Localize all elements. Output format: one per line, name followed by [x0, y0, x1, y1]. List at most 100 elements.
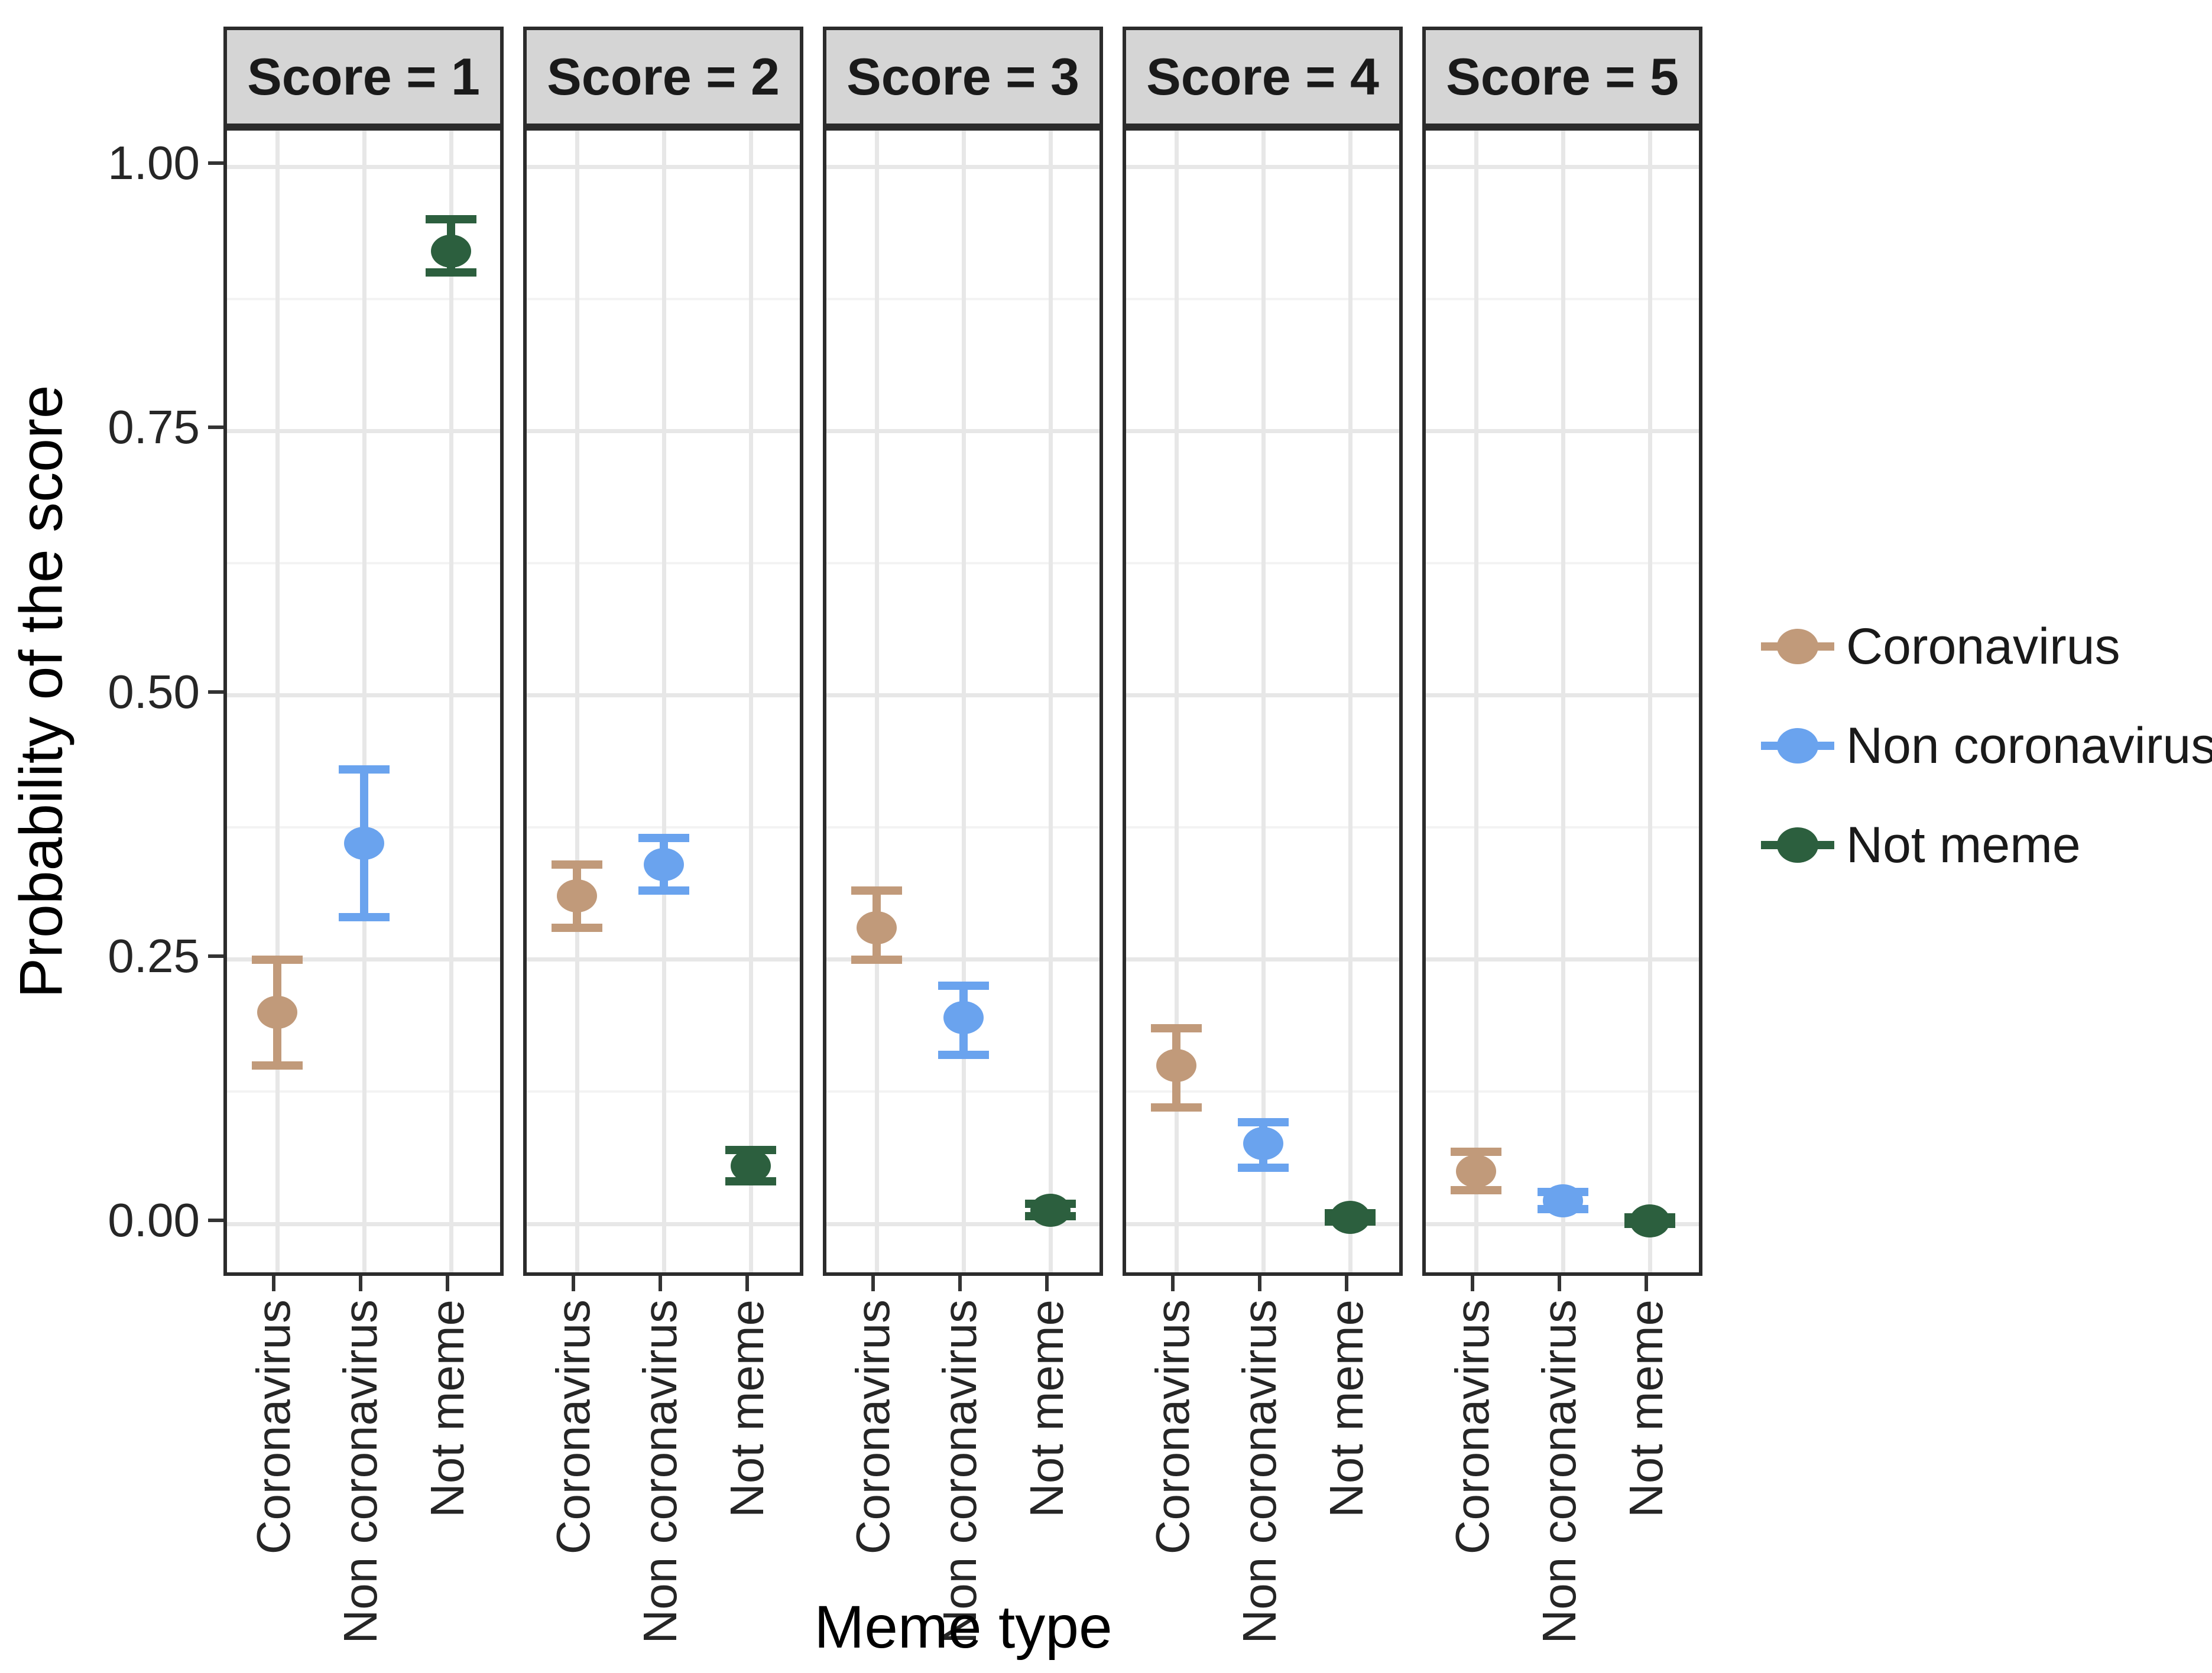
data-point: [557, 879, 598, 913]
facet-header: Score = 5: [1422, 27, 1702, 127]
gridline-v: [1048, 131, 1053, 1272]
x-tick-label: Coronavirus: [846, 1300, 900, 1555]
facet-header: Score = 3: [823, 27, 1103, 127]
y-tick: [208, 690, 223, 694]
error-bar-cap: [1238, 1164, 1289, 1172]
data-point: [344, 826, 385, 860]
x-tick-label: Not meme: [721, 1300, 774, 1518]
y-tick-label: 0.50: [108, 665, 200, 718]
facet-panel: Score = 5 Coronavirus Non coronavirus Not m…: [1422, 27, 1702, 1644]
error-bar-cap: [252, 955, 303, 964]
x-tick: [446, 1276, 450, 1291]
legend-key: [1759, 806, 1837, 884]
legend-item: Coronavirus: [1759, 597, 2212, 696]
x-tick-label: Not meme: [1320, 1300, 1373, 1518]
panel-plot: [223, 127, 504, 1276]
facet-label: Score = 5: [1446, 47, 1679, 106]
error-bar-cap: [339, 913, 390, 922]
error-bar-cap: [851, 955, 903, 964]
facet-label: Score = 3: [846, 47, 1079, 106]
error-bar-cap: [1238, 1118, 1289, 1127]
error-bar-cap: [426, 268, 477, 277]
error-bar-cap: [552, 860, 603, 869]
data-point: [1330, 1201, 1371, 1235]
x-tick-label: Not meme: [421, 1300, 474, 1518]
panel-plot: [523, 127, 803, 1276]
legend-label: Coronavirus: [1846, 618, 2120, 675]
x-tick-label: Not meme: [1620, 1300, 1673, 1518]
facet-header: Score = 2: [523, 27, 803, 127]
x-tick: [958, 1276, 962, 1291]
y-tick-label: 0.75: [108, 401, 200, 454]
legend-item: Non coronavirus: [1759, 696, 2212, 795]
x-tick: [659, 1276, 663, 1291]
error-bar-cap: [938, 982, 990, 990]
x-tick: [359, 1276, 363, 1291]
data-point: [644, 847, 685, 881]
facet-panel: Score = 4 Coronavirus Non coronavirus Not m…: [1123, 27, 1403, 1644]
y-tick-label: 1.00: [108, 137, 200, 189]
legend-label: Non coronavirus: [1846, 717, 2212, 774]
x-tick: [1258, 1276, 1262, 1291]
error-bar-cap: [1151, 1103, 1202, 1112]
data-point: [1243, 1127, 1284, 1161]
x-tick: [1171, 1276, 1175, 1291]
x-tick: [1345, 1276, 1349, 1291]
error-bar-cap: [426, 215, 477, 224]
x-tick: [1045, 1276, 1049, 1291]
data-point: [857, 911, 897, 945]
panel-plot: [823, 127, 1103, 1276]
legend: Coronavirus Non coronavirus Not meme: [1759, 597, 2212, 895]
y-tick: [208, 1219, 223, 1222]
panel-plot: [1422, 127, 1702, 1276]
legend-label: Not meme: [1846, 816, 2081, 873]
data-point: [1630, 1204, 1671, 1237]
error-bar-cap: [252, 1061, 303, 1070]
data-point: [1156, 1048, 1197, 1082]
gridline-v: [1561, 131, 1565, 1272]
error-bar-cap: [938, 1050, 990, 1059]
gridline-v: [1261, 131, 1266, 1272]
facet-header: Score = 4: [1123, 27, 1403, 127]
error-bar-cap: [552, 924, 603, 933]
y-tick: [208, 954, 223, 958]
gridline-v: [1647, 131, 1652, 1272]
gridline-v: [1348, 131, 1353, 1272]
error-bar-cap: [851, 886, 903, 895]
legend-item: Not meme: [1759, 795, 2212, 895]
gridline-v: [449, 131, 453, 1272]
x-tick: [1645, 1276, 1649, 1291]
data-point: [943, 1001, 984, 1035]
facet-panel: Score = 2 Coronavirus Non coronavirus Not m…: [523, 27, 803, 1644]
legend-key-point: [1777, 827, 1818, 863]
facet-panel: Score = 3 Coronavirus Non coronavirus Not m…: [823, 27, 1103, 1644]
gridline-v: [661, 131, 666, 1272]
error-bar-cap: [339, 765, 390, 774]
error-bar-cap: [1151, 1024, 1202, 1033]
gridline-v: [1474, 131, 1478, 1272]
error-bar-cap: [1451, 1185, 1502, 1194]
gridline-v: [1174, 131, 1179, 1272]
error-bar-cap: [638, 886, 690, 895]
x-tick: [1471, 1276, 1475, 1291]
facet-label: Score = 2: [547, 47, 780, 106]
facet-label: Score = 1: [247, 47, 480, 106]
x-tick: [871, 1276, 875, 1291]
legend-key: [1759, 608, 1837, 686]
data-point: [731, 1149, 771, 1183]
facet-panel: Score = 1 Coronavirus Non coronavirus Not m…: [223, 27, 504, 1644]
y-tick: [208, 425, 223, 430]
data-point: [431, 235, 472, 268]
legend-key-point: [1777, 629, 1818, 664]
y-tick: [208, 161, 223, 165]
error-bar-cap: [638, 834, 690, 842]
legend-key: [1759, 707, 1837, 785]
x-tick-label: Coronavirus: [247, 1300, 300, 1555]
data-point: [1030, 1193, 1071, 1227]
x-tick: [272, 1276, 276, 1291]
panel-plot: [1123, 127, 1403, 1276]
x-tick: [572, 1276, 576, 1291]
gridline-v: [362, 131, 366, 1272]
x-axis-title: Meme type: [814, 1593, 1113, 1661]
